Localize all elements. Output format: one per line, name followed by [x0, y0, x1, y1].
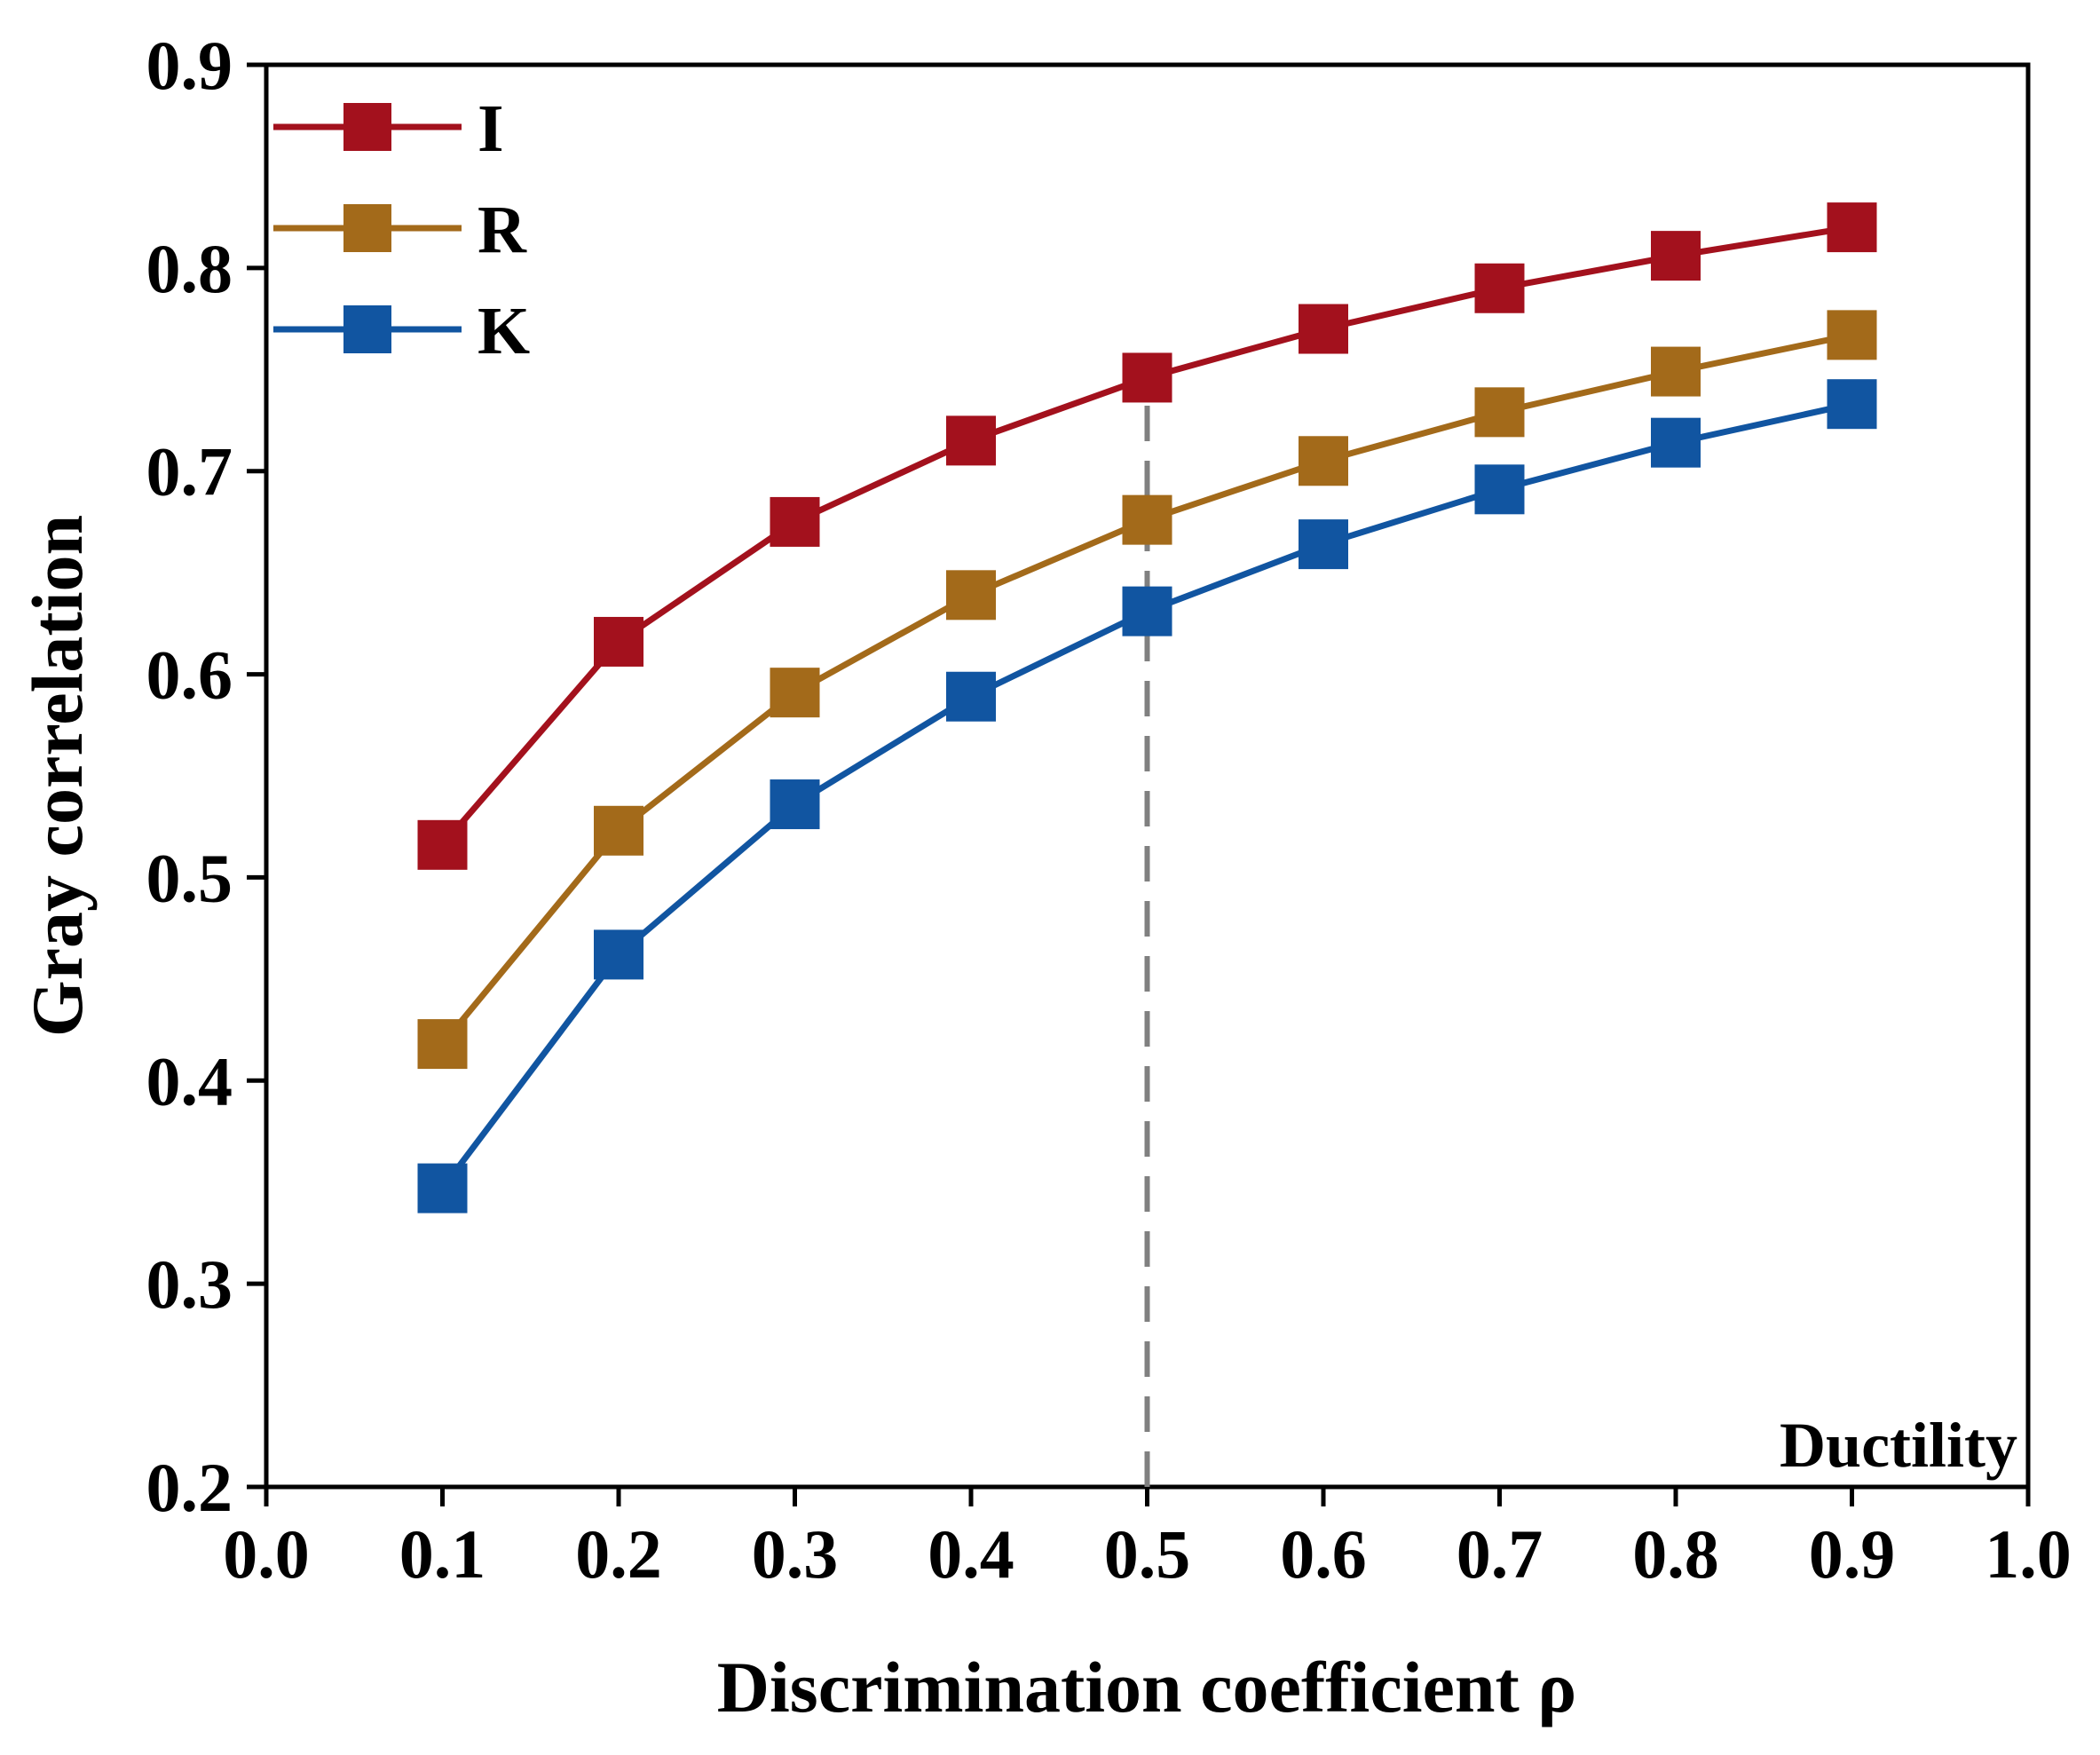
legend-marker-i: [343, 103, 391, 151]
data-point-k: [1474, 464, 1525, 515]
x-tick-label: 0.5: [1104, 1515, 1191, 1593]
y-tick-label: 0.4: [146, 1042, 233, 1119]
data-point-k: [1651, 417, 1701, 468]
data-point-k: [594, 929, 643, 980]
x-tick-label: 0.4: [928, 1515, 1014, 1593]
y-tick-label: 0.8: [146, 230, 233, 307]
data-point-i: [1651, 231, 1701, 281]
data-point-k: [946, 671, 996, 722]
data-point-i: [770, 496, 820, 547]
x-tick-label: 0.1: [399, 1515, 486, 1593]
data-point-i: [1827, 202, 1877, 253]
x-tick-label: 0.9: [1809, 1515, 1896, 1593]
data-point-i: [1299, 304, 1348, 354]
y-tick-label: 0.2: [146, 1449, 233, 1526]
legend-label-i: I: [478, 91, 504, 166]
y-axis-title: Gray correlation: [17, 515, 98, 1037]
data-point-i: [946, 415, 996, 466]
y-tick-label: 0.3: [146, 1245, 233, 1323]
x-tick-label: 0.7: [1457, 1515, 1543, 1593]
ductility-annotation: Ductility: [1780, 1410, 2017, 1481]
data-point-i: [1122, 352, 1172, 403]
x-tick-label: 0.8: [1632, 1515, 1719, 1593]
plot-area: [264, 62, 2031, 1490]
data-point-r: [770, 668, 820, 718]
data-point-i: [594, 616, 643, 667]
data-point-k: [1827, 379, 1877, 430]
data-point-r: [594, 805, 643, 856]
data-point-r: [946, 570, 996, 621]
data-point-i: [417, 819, 468, 870]
x-tick-label: 0.3: [752, 1515, 839, 1593]
x-tick-label: 1.0: [1985, 1515, 2072, 1593]
data-point-r: [1122, 494, 1172, 545]
data-point-k: [1299, 519, 1348, 570]
data-point-i: [1474, 263, 1525, 313]
y-tick-label: 0.9: [146, 27, 233, 104]
y-tick-label: 0.7: [146, 433, 233, 510]
legend-marker-k: [343, 305, 391, 353]
data-point-r: [1827, 310, 1877, 360]
y-tick-label: 0.6: [146, 636, 233, 714]
data-point-k: [1122, 586, 1172, 636]
data-point-r: [417, 1019, 468, 1070]
data-point-r: [1651, 346, 1701, 397]
x-tick-label: 0.6: [1280, 1515, 1367, 1593]
data-point-k: [770, 779, 820, 830]
legend-label-r: R: [478, 193, 527, 267]
data-point-k: [417, 1163, 468, 1213]
x-axis-title: Discrimination coefficient ρ: [717, 1647, 1576, 1727]
legend-label-k: K: [478, 294, 530, 368]
x-tick-label: 0.0: [223, 1515, 310, 1593]
y-tick-label: 0.5: [146, 839, 233, 916]
data-point-r: [1474, 387, 1525, 438]
data-point-r: [1299, 436, 1348, 486]
x-tick-label: 0.2: [575, 1515, 662, 1593]
legend-marker-r: [343, 204, 391, 252]
